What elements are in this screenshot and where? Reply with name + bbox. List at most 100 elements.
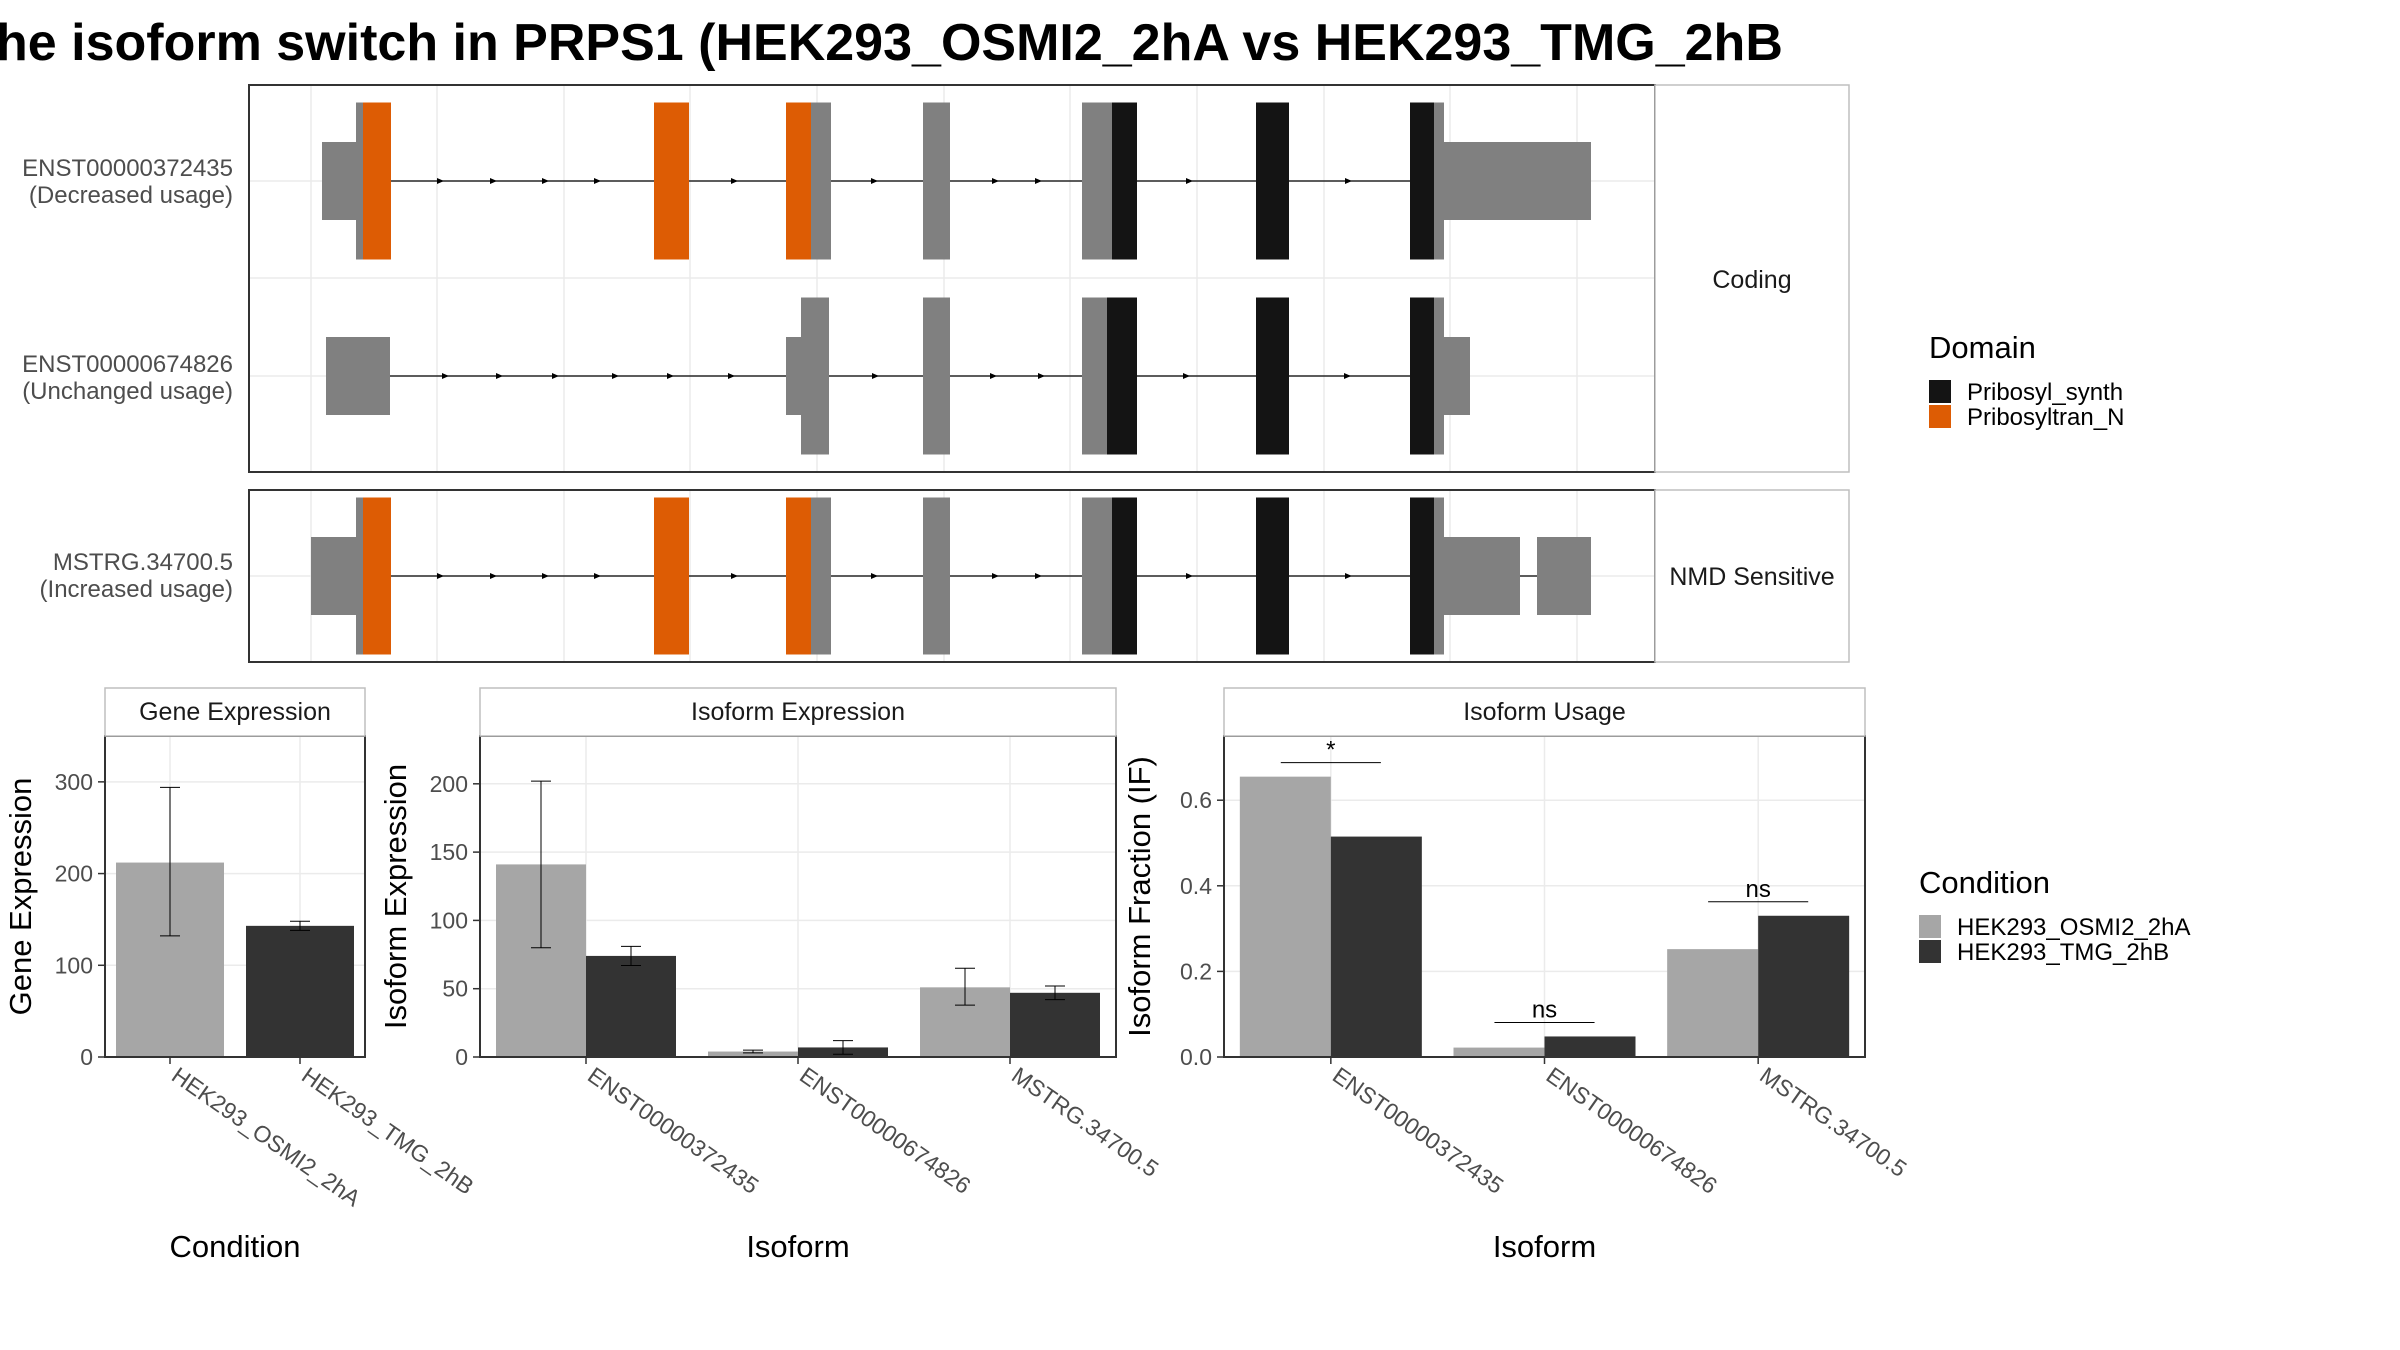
intron-arrow [731, 573, 738, 579]
transcript-label-usage: (Decreased usage) [29, 182, 233, 209]
exon-block [786, 337, 804, 415]
nmd-strip-label: NMD Sensitive [1669, 563, 1834, 591]
y-tick-label: 300 [55, 769, 93, 795]
y-axis-title: Isoform Expression [378, 764, 413, 1029]
chart-strip-label: Isoform Expression [691, 698, 905, 726]
intron-arrow [552, 373, 559, 379]
domain-pribosyl-synth [1107, 297, 1137, 455]
isoform-usage-chart: * ns ns Isoform Usage 0.0 0.2 0.4 0.6 ENST000003… [1122, 687, 1912, 1264]
nmd-strip [1654, 489, 1850, 663]
domain-pribosyltran-n [363, 102, 391, 260]
x-tick-label: ENST00000372435 [583, 1062, 763, 1199]
intron-arrow [1035, 178, 1042, 184]
bar [1010, 992, 1100, 1057]
domain-pribosyl-synth [1410, 297, 1434, 455]
y-tick-label: 0 [455, 1044, 468, 1070]
intron-arrow [1186, 573, 1193, 579]
transcript-label-id: ENST00000674826 [22, 351, 233, 378]
isoform-expression-chart: Isoform Expression 0 50 100 150 200 ENST000003… [378, 687, 1163, 1264]
exon-block [1537, 537, 1591, 615]
y-tick-label: 0.0 [1180, 1044, 1212, 1070]
bar [708, 1051, 798, 1057]
structure-panel-coding: Coding ENST00000372435 (Decreased usage)… [22, 84, 1850, 473]
intron-arrow [594, 178, 601, 184]
exon-block [1434, 102, 1444, 260]
chart-strip [104, 687, 366, 737]
exon-block [801, 297, 829, 455]
chart-strip [1223, 687, 1866, 737]
intron-arrow [437, 178, 444, 184]
domain-pribosyltran-n [654, 497, 689, 655]
intron-arrow [871, 178, 878, 184]
exon-block [322, 142, 362, 220]
condition-legend-title: Condition [1919, 865, 2050, 900]
domain-pribosyl-synth [1112, 497, 1137, 655]
coding-strip [1654, 84, 1850, 473]
y-tick-label: 0.6 [1180, 787, 1212, 813]
exon-block [923, 497, 950, 655]
x-tick-label: ENST00000674826 [795, 1062, 975, 1199]
exon-block [1444, 142, 1591, 220]
legend-label-osmi2: HEK293_OSMI2_2hA [1957, 914, 2190, 941]
legend-swatch-osmi2 [1919, 915, 1941, 938]
x-axis-title: Condition [170, 1229, 301, 1264]
bar [1667, 949, 1759, 1057]
intron-arrow [667, 373, 674, 379]
chart-strip-label: Isoform Usage [1463, 698, 1626, 726]
intron-arrow [1038, 373, 1045, 379]
legend-swatch-pribosyltran-n [1929, 405, 1951, 428]
intron-arrow [496, 373, 503, 379]
transcript-track-ENST00000372435 [322, 102, 1591, 260]
legend-label-pribosyltran-n: Pribosyltran_N [1967, 404, 2124, 431]
y-tick-label: 0 [80, 1044, 93, 1070]
domain-legend: Domain Pribosyl_synth Pribosyltran_N [1929, 330, 2124, 431]
intron-arrow [542, 573, 549, 579]
intron-arrow [442, 373, 449, 379]
significance-label: * [1326, 737, 1335, 764]
exon-block [1434, 297, 1444, 455]
x-axis-title: Isoform [746, 1229, 849, 1264]
intron-arrow [1186, 178, 1193, 184]
domain-pribosyl-synth [1410, 102, 1434, 260]
intron-arrow [1344, 373, 1351, 379]
domain-legend-title: Domain [1929, 330, 2036, 365]
transcript-label-usage: (Increased usage) [40, 576, 233, 603]
exon-block [811, 497, 831, 655]
intron-arrow [871, 573, 878, 579]
transcript-track-MSTRG.34700.5 [311, 497, 1591, 655]
legend-label-pribosyl-synth: Pribosyl_synth [1967, 379, 2123, 406]
domain-pribosyltran-n [786, 102, 811, 260]
intron-arrow [872, 373, 879, 379]
bar [1453, 1047, 1545, 1057]
structure-panel-nmd: NMD Sensitive MSTRG.34700.5 (Increased u… [40, 489, 1850, 663]
exon-block [923, 297, 950, 455]
intron-arrow [728, 373, 735, 379]
intron-arrow [612, 373, 619, 379]
exon-block [1444, 337, 1470, 415]
y-axis-title: Gene Expression [3, 778, 38, 1016]
y-tick-label: 200 [430, 771, 468, 797]
domain-pribosyltran-n [363, 497, 391, 655]
exon-block [1444, 537, 1520, 615]
intron-arrow [731, 178, 738, 184]
domain-pribosyl-synth [1410, 497, 1434, 655]
exon-block [356, 497, 364, 655]
domain-pribosyl-synth [1112, 102, 1137, 260]
x-tick-label: MSTRG.34700.5 [1755, 1062, 1911, 1182]
bar [1330, 836, 1422, 1057]
coding-strip-label: Coding [1712, 266, 1791, 294]
exon-block [311, 537, 362, 615]
bar [1544, 1036, 1636, 1057]
transcript-track-ENST00000674826 [326, 297, 1470, 455]
y-tick-label: 0.4 [1180, 873, 1212, 899]
intron-arrow [542, 178, 549, 184]
transcript-label-id: MSTRG.34700.5 [53, 549, 233, 576]
intron-arrow [490, 573, 497, 579]
exon-block [1082, 497, 1112, 655]
x-tick-label: MSTRG.34700.5 [1007, 1062, 1163, 1182]
y-tick-label: 100 [55, 952, 93, 978]
exon-block [1082, 102, 1112, 260]
domain-pribosyltran-n [654, 102, 689, 260]
intron-arrow [594, 573, 601, 579]
